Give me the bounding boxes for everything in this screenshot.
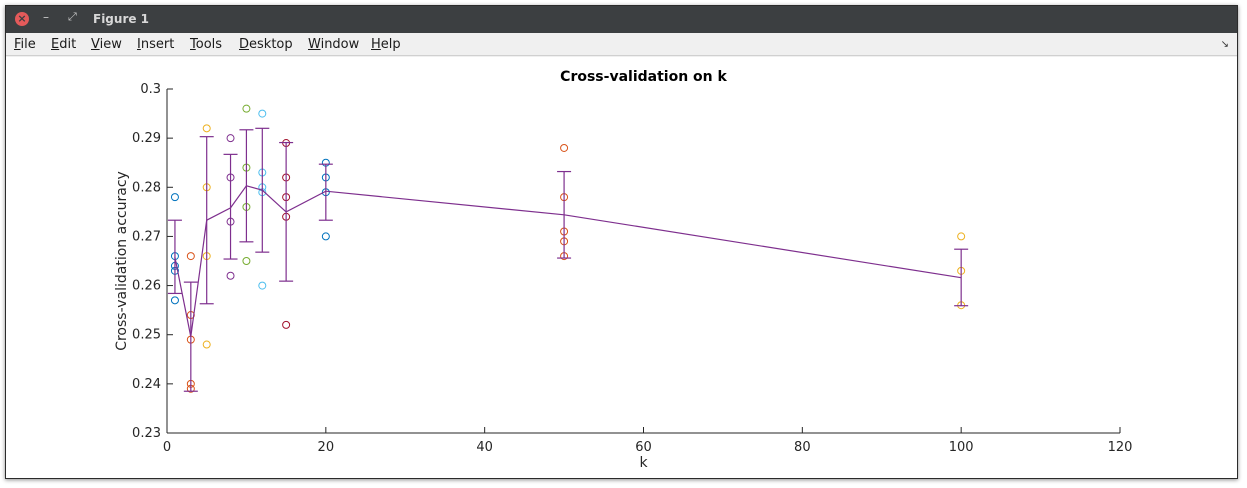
x-tick-label: 60 [635,440,652,455]
data-point [170,296,179,305]
y-tick-label: 0.27 [132,229,161,244]
data-point [560,143,569,152]
x-tick-label: 0 [163,440,171,455]
data-point [321,232,330,241]
title-bar: × – ⤢ Figure 1 [6,6,1237,33]
menu-window-label: indow [320,37,360,52]
data-point [282,320,291,329]
menu-file-label: ile [20,37,36,52]
x-axis-label: k [639,455,648,471]
chart-title: Cross-validation on k [560,69,727,85]
menu-desktop-label: esktop [249,37,293,52]
menu-tools-label: ools [195,37,223,52]
menu-desktop-mnemonic: D [239,37,250,52]
data-point [186,252,195,261]
data-point [226,134,235,143]
y-axis-label: Cross-validation accuracy [114,171,130,351]
figure-canvas: 0 20 40 60 80 100 120 0.23 0.24 0.25 0.26 0.27 0.28 0… [6,57,1237,478]
menu-help[interactable]: Help [371,37,401,52]
data-point [258,109,267,118]
menu-tools[interactable]: Tools [190,37,222,52]
y-tick-label: 0.29 [132,131,161,146]
y-tick-label: 0.23 [132,426,161,441]
menu-view[interactable]: View [91,37,122,52]
x-tick-label: 100 [949,440,974,455]
data-point [242,257,251,265]
x-tick-label: 40 [476,440,493,455]
menu-file[interactable]: File [14,37,36,52]
data-point [957,232,966,241]
menu-tools-mnemonic: T [190,37,196,52]
x-tick-label: 20 [318,440,335,455]
figure-window: × – ⤢ Figure 1 File Edit View Insert Too… [5,5,1238,479]
menu-file-mnemonic: F [14,37,21,52]
menu-help-label: elp [380,37,401,52]
menu-insert-mnemonic: I [137,37,141,52]
menu-window-mnemonic: W [308,37,321,52]
y-tick-label: 0.3 [140,82,161,97]
y-tick-label: 0.28 [132,180,161,195]
y-tick-label: 0.26 [132,279,161,294]
menu-window[interactable]: Window [308,37,359,52]
data-point [226,271,235,280]
menu-view-label: iew [99,37,122,52]
menu-bar: File Edit View Insert Tools Desktop Wind… [6,33,1237,56]
menu-insert[interactable]: Insert [137,37,174,52]
menu-edit-mnemonic: E [51,37,60,52]
data-point [258,281,267,290]
menu-view-mnemonic: V [91,37,100,52]
y-tick-label: 0.25 [132,328,161,343]
data-point [170,193,179,202]
menu-edit[interactable]: Edit [51,37,76,52]
chart: 0 20 40 60 80 100 120 0.23 0.24 0.25 0.26 0.27 0.28 0… [114,69,1133,471]
data-point [202,124,211,133]
menu-insert-label: nsert [140,37,175,52]
restore-icon[interactable]: ⤢ [68,10,77,23]
menu-edit-label: dit [59,37,77,52]
close-icon[interactable]: × [15,12,29,26]
y-tick-label: 0.24 [132,377,161,392]
window-title: Figure 1 [93,12,150,26]
minimize-icon[interactable]: – [43,10,49,24]
plot-area [167,89,1120,433]
menu-desktop[interactable]: Desktop [239,37,293,52]
dock-arrow-icon[interactable]: ↘ [1220,39,1229,50]
mean-line [174,185,962,337]
menu-help-mnemonic: H [371,37,381,52]
data-point [242,104,251,113]
x-tick-label: 120 [1108,440,1133,455]
x-tick-label: 80 [794,440,811,455]
data-point [202,340,211,349]
